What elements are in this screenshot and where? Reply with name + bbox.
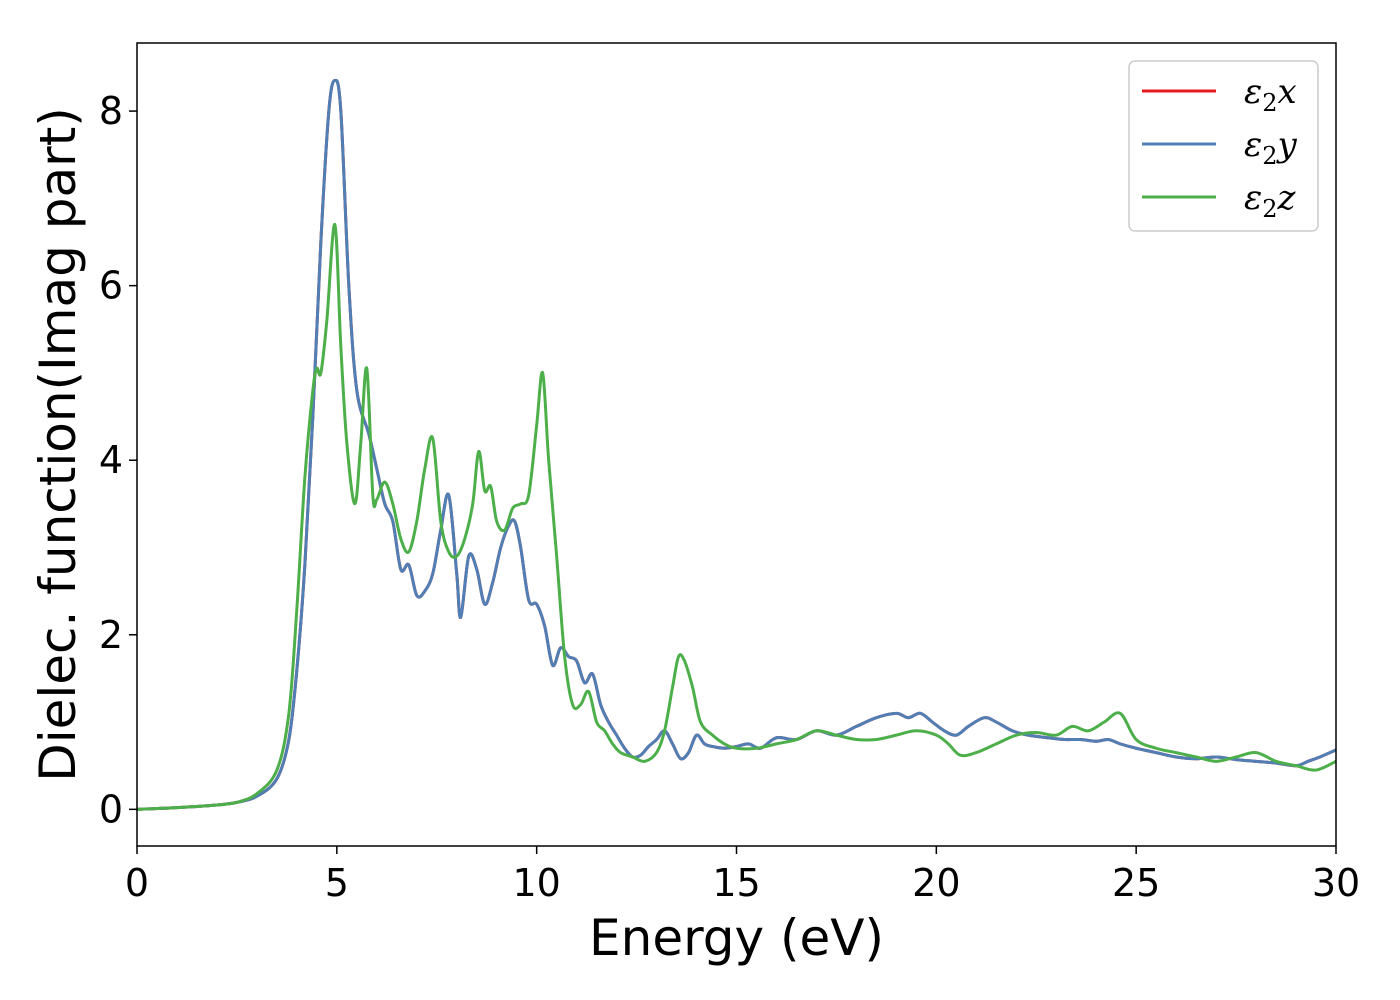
- y-tick-label: 8: [99, 89, 123, 133]
- x-tick-label: 15: [712, 861, 760, 905]
- y-tick-label: 2: [99, 613, 123, 657]
- x-tick-label: 20: [912, 861, 960, 905]
- series-layer: [137, 78, 1336, 811]
- x-tick-label: 0: [125, 861, 149, 905]
- y-tick-label: 4: [99, 438, 123, 482]
- legend-items: ε2x ε2y ε2z: [1142, 72, 1298, 223]
- legend-label-x: ε2x: [1244, 72, 1297, 117]
- x-axis-title: Energy (eV): [589, 909, 884, 967]
- y-tick-label: 6: [99, 264, 123, 308]
- legend: ε2x ε2y ε2z: [1128, 60, 1319, 232]
- x-tick-label: 5: [325, 861, 349, 905]
- series-line-y: [137, 78, 1336, 811]
- ticks-layer: 0 5 10 15 20 25 30 0 2 4 6 8: [99, 89, 1360, 905]
- legend-label-z: ε2z: [1244, 178, 1297, 223]
- y-axis-title: Dielec. function(Imag part): [29, 107, 87, 782]
- legend-label-y: ε2y: [1244, 125, 1298, 170]
- legend-box: [1128, 60, 1319, 232]
- y-tick-label: 0: [99, 787, 123, 831]
- x-tick-label: 10: [512, 861, 560, 905]
- x-tick-label: 25: [1112, 861, 1160, 905]
- x-tick-label: 30: [1312, 861, 1360, 905]
- series-line-z: [137, 223, 1336, 811]
